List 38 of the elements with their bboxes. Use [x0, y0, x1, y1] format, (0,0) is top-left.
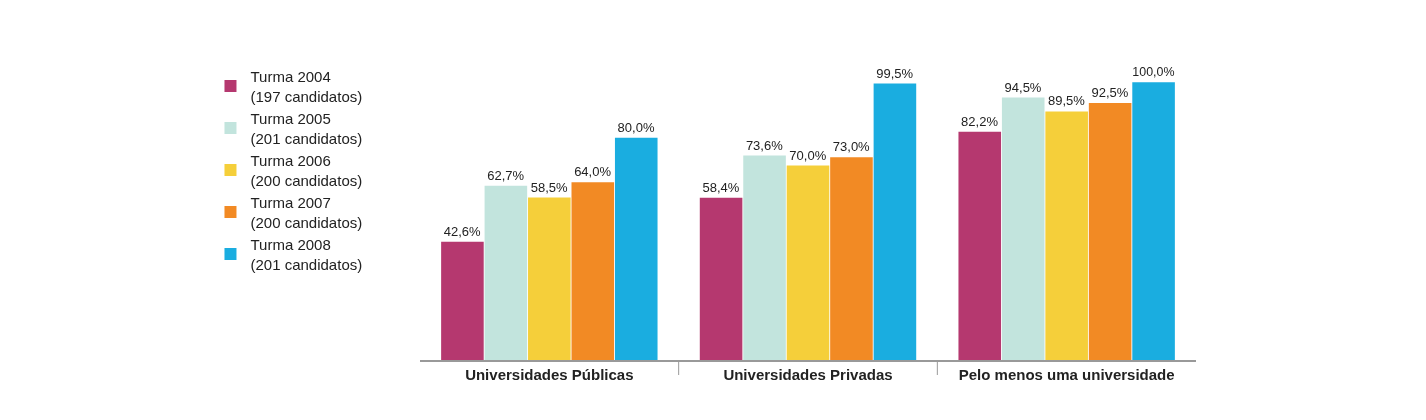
data-label: 82,2% — [961, 113, 999, 129]
data-label: 94,5% — [1004, 79, 1042, 95]
legend-label: Turma 2007 (200 candidatos) — [250, 194, 363, 231]
x-tick-label: Pelo menos uma universidade — [958, 366, 1175, 383]
data-label: 73,6% — [745, 137, 784, 153]
data-label: 62,7% — [487, 167, 525, 183]
bar — [786, 165, 830, 360]
legend-label: Turma 2008 (201 candidatos) — [250, 236, 363, 273]
bar — [571, 182, 615, 360]
legend-label: Turma 2004 (197 candidatos) — [250, 68, 363, 105]
bar — [699, 197, 743, 360]
legend-label: Turma 2006 (200 candidatos) — [250, 152, 363, 189]
bar — [1088, 103, 1132, 360]
legend-label: Turma 2005 (201 candidatos) — [250, 110, 363, 147]
bar — [743, 155, 786, 360]
data-label: 80,0% — [617, 119, 655, 135]
data-label: 99,5% — [876, 65, 914, 81]
data-label: 64,0% — [574, 164, 612, 180]
data-label: 89,5% — [1048, 93, 1086, 109]
bar — [830, 157, 873, 360]
bar — [484, 185, 528, 360]
bar — [614, 137, 658, 360]
data-label: 42,6% — [443, 223, 482, 239]
x-tick-label: Universidades Privadas — [723, 366, 893, 383]
data-label: 92,5% — [1091, 85, 1129, 101]
data-label: 73,0% — [832, 139, 871, 155]
bar — [441, 241, 484, 360]
data-label: 70,0% — [789, 147, 827, 163]
bar — [873, 83, 917, 360]
bar — [1001, 97, 1045, 360]
data-label: 58,4% — [702, 179, 740, 195]
data-label: 58,5% — [530, 179, 568, 195]
x-tick-label: Universidades Públicas — [465, 366, 634, 383]
bar — [1132, 82, 1175, 360]
data-label: 100,0% — [1132, 65, 1175, 80]
bar — [958, 131, 1002, 360]
bar — [528, 197, 571, 360]
bar — [1045, 111, 1088, 360]
